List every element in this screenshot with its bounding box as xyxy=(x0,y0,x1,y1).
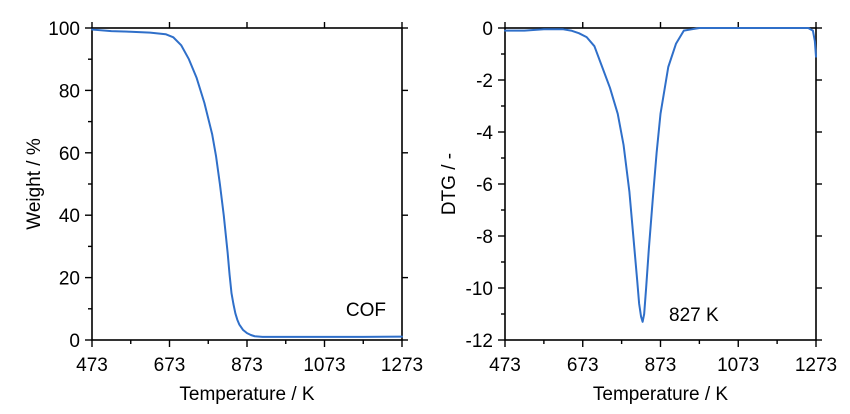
y-axis-label: DTG / - xyxy=(439,153,460,215)
x-tick-label: 1273 xyxy=(795,355,837,376)
x-axis-label: Temperature / K xyxy=(179,384,314,405)
x-tick-label: 873 xyxy=(231,355,263,376)
y-tick-label: -2 xyxy=(476,71,493,92)
y-tick-label: 60 xyxy=(59,144,80,165)
series-line xyxy=(504,27,817,323)
y-tick-label: 0 xyxy=(69,331,80,352)
chart-annotation: 827 K xyxy=(669,305,719,326)
y-axis-label: Weight / % xyxy=(24,138,45,230)
y-tick-label: -10 xyxy=(466,279,493,300)
x-tick-label: 1273 xyxy=(381,355,423,376)
x-axis-label: Temperature / K xyxy=(593,384,728,405)
y-tick-label: 0 xyxy=(482,19,493,40)
chart-annotation: COF xyxy=(346,300,386,321)
y-tick-label: 80 xyxy=(59,81,80,102)
y-tick-label: -6 xyxy=(476,175,493,196)
x-tick-label: 873 xyxy=(645,355,677,376)
y-tick-label: 20 xyxy=(59,269,80,290)
x-tick-label: 473 xyxy=(489,355,521,376)
y-tick-label: -12 xyxy=(466,331,493,352)
weight-loss-panel: 473 673 873 1073 1273 0 20 40 60 80 100 Temperature… xyxy=(24,19,423,405)
x-tick-label: 673 xyxy=(567,355,599,376)
plot-frame xyxy=(91,27,403,341)
series-line xyxy=(91,28,403,338)
y-tick-label: -8 xyxy=(476,227,493,248)
x-tick-label: 1073 xyxy=(303,355,345,376)
x-tick-label: 473 xyxy=(76,355,108,376)
plot-frame xyxy=(504,27,817,341)
y-tick-label: 100 xyxy=(48,19,80,40)
x-tick-label: 1073 xyxy=(717,355,759,376)
y-tick-label: -4 xyxy=(476,123,493,144)
y-tick-label: 40 xyxy=(59,206,80,227)
x-tick-label: 673 xyxy=(154,355,186,376)
dtg-panel: 473 673 873 1073 1273 -12 -10 -8 -6 -4 -2 0 Temperat… xyxy=(439,19,837,405)
